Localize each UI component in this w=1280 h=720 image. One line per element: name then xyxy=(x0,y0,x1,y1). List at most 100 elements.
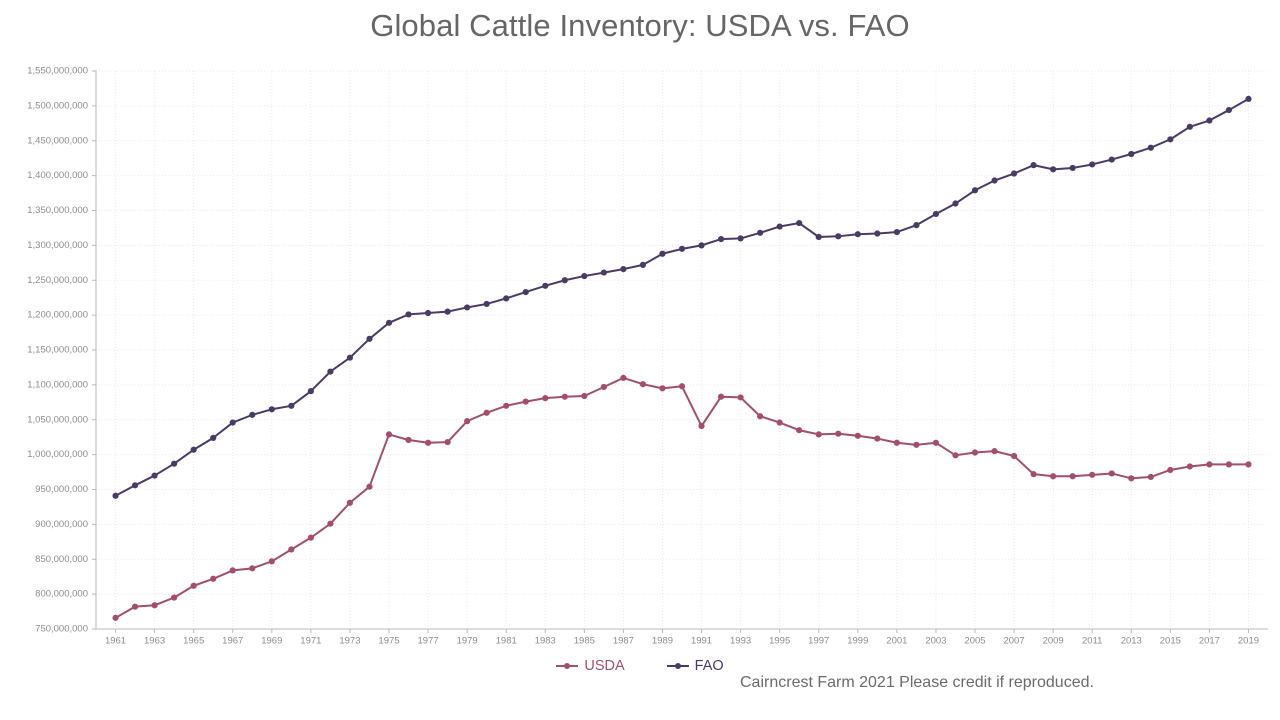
data-point-usda[interactable] xyxy=(1108,470,1115,477)
data-point-fao[interactable] xyxy=(854,231,861,238)
data-point-fao[interactable] xyxy=(698,242,705,249)
data-point-fao[interactable] xyxy=(620,265,627,273)
data-point-usda[interactable] xyxy=(659,385,666,392)
data-point-fao[interactable] xyxy=(893,229,900,236)
data-point-usda[interactable] xyxy=(190,582,197,589)
data-point-fao[interactable] xyxy=(1245,95,1252,102)
data-point-usda[interactable] xyxy=(913,441,920,448)
data-point-usda[interactable] xyxy=(757,413,764,420)
data-point-fao[interactable] xyxy=(971,187,979,194)
data-point-usda[interactable] xyxy=(1206,461,1213,468)
data-point-usda[interactable] xyxy=(464,418,471,425)
data-point-usda[interactable] xyxy=(405,436,412,444)
data-point-fao[interactable] xyxy=(151,472,158,479)
data-point-fao[interactable] xyxy=(288,402,295,409)
data-point-fao[interactable] xyxy=(307,388,314,395)
data-point-fao[interactable] xyxy=(1089,161,1096,168)
data-point-fao[interactable] xyxy=(542,282,549,289)
data-point-fao[interactable] xyxy=(171,460,178,467)
data-point-usda[interactable] xyxy=(483,409,490,416)
data-point-usda[interactable] xyxy=(952,452,959,459)
data-point-usda[interactable] xyxy=(1225,461,1233,468)
data-point-usda[interactable] xyxy=(737,394,744,401)
data-point-usda[interactable] xyxy=(249,565,256,572)
data-point-usda[interactable] xyxy=(229,567,236,574)
data-point-fao[interactable] xyxy=(1128,150,1135,158)
data-point-usda[interactable] xyxy=(678,383,686,390)
data-point-usda[interactable] xyxy=(522,398,529,405)
data-point-fao[interactable] xyxy=(327,368,334,375)
data-point-usda[interactable] xyxy=(327,520,334,527)
data-point-usda[interactable] xyxy=(268,558,275,565)
data-point-usda[interactable] xyxy=(639,381,647,388)
data-point-usda[interactable] xyxy=(581,392,588,400)
data-point-usda[interactable] xyxy=(307,534,314,541)
data-point-usda[interactable] xyxy=(835,430,842,437)
data-point-fao[interactable] xyxy=(913,222,920,229)
data-point-usda[interactable] xyxy=(503,402,510,409)
data-point-usda[interactable] xyxy=(1030,471,1037,478)
data-point-usda[interactable] xyxy=(1010,452,1018,460)
data-point-usda[interactable] xyxy=(112,614,119,621)
data-point-usda[interactable] xyxy=(131,603,139,610)
data-point-fao[interactable] xyxy=(210,434,217,441)
data-point-usda[interactable] xyxy=(288,546,295,553)
data-point-usda[interactable] xyxy=(346,499,354,506)
data-point-usda[interactable] xyxy=(542,395,549,402)
data-point-usda[interactable] xyxy=(620,374,627,381)
data-point-usda[interactable] xyxy=(1167,466,1174,474)
data-point-usda[interactable] xyxy=(1186,463,1193,470)
data-point-usda[interactable] xyxy=(171,594,178,601)
data-point-fao[interactable] xyxy=(1010,170,1018,177)
data-point-fao[interactable] xyxy=(776,223,783,230)
data-point-fao[interactable] xyxy=(874,230,881,237)
data-point-fao[interactable] xyxy=(796,219,803,227)
data-point-fao[interactable] xyxy=(1108,156,1115,163)
data-point-fao[interactable] xyxy=(639,261,647,268)
data-point-fao[interactable] xyxy=(757,229,764,236)
data-point-usda[interactable] xyxy=(932,439,940,446)
data-point-fao[interactable] xyxy=(112,492,119,499)
data-point-fao[interactable] xyxy=(815,233,822,241)
data-point-fao[interactable] xyxy=(561,277,568,284)
data-point-fao[interactable] xyxy=(444,308,451,315)
data-point-fao[interactable] xyxy=(1030,162,1037,169)
data-point-usda[interactable] xyxy=(893,439,900,446)
data-point-usda[interactable] xyxy=(424,439,432,446)
data-point-usda[interactable] xyxy=(1089,471,1096,478)
legend-item-fao[interactable]: FAO xyxy=(666,659,724,674)
data-point-fao[interactable] xyxy=(190,446,197,453)
data-point-usda[interactable] xyxy=(815,431,822,438)
data-point-usda[interactable] xyxy=(1245,461,1252,468)
data-point-usda[interactable] xyxy=(385,431,393,438)
data-point-usda[interactable] xyxy=(1050,473,1057,480)
data-point-fao[interactable] xyxy=(346,354,354,361)
data-point-fao[interactable] xyxy=(678,245,686,252)
data-point-fao[interactable] xyxy=(1206,117,1213,124)
data-point-fao[interactable] xyxy=(835,233,842,240)
data-point-usda[interactable] xyxy=(600,383,607,391)
data-point-fao[interactable] xyxy=(1069,164,1076,172)
data-point-fao[interactable] xyxy=(405,311,412,318)
data-point-usda[interactable] xyxy=(1069,473,1076,480)
data-point-usda[interactable] xyxy=(1128,475,1135,482)
data-point-fao[interactable] xyxy=(249,411,256,418)
data-point-fao[interactable] xyxy=(952,200,959,207)
data-point-fao[interactable] xyxy=(1167,136,1174,143)
data-point-fao[interactable] xyxy=(503,295,510,302)
data-point-fao[interactable] xyxy=(659,250,666,257)
data-point-fao[interactable] xyxy=(385,319,393,326)
data-point-usda[interactable] xyxy=(971,449,979,456)
data-point-fao[interactable] xyxy=(522,289,529,296)
data-point-fao[interactable] xyxy=(932,210,940,218)
data-point-fao[interactable] xyxy=(229,419,236,426)
data-point-fao[interactable] xyxy=(366,335,373,342)
data-point-usda[interactable] xyxy=(366,483,373,490)
data-point-fao[interactable] xyxy=(1050,166,1057,173)
data-point-usda[interactable] xyxy=(210,575,217,582)
legend-item-usda[interactable]: USDA xyxy=(556,659,625,674)
data-point-fao[interactable] xyxy=(581,272,588,280)
data-point-usda[interactable] xyxy=(796,427,803,434)
data-point-fao[interactable] xyxy=(1147,144,1154,151)
data-point-usda[interactable] xyxy=(444,438,451,446)
